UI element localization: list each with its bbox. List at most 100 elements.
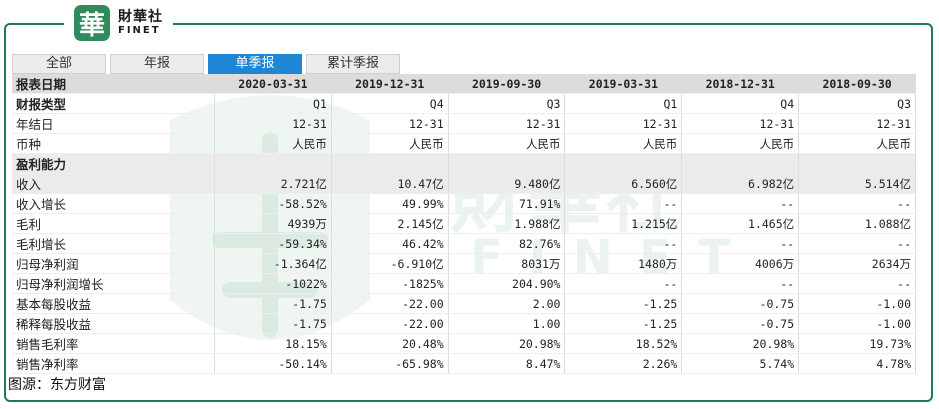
table-cell: -- [681,193,800,214]
table-cell: -- [681,233,800,254]
row-label: 盈利能力 [12,153,215,174]
table-cell: 5.514亿 [798,173,916,194]
tab-all[interactable]: 全部 [12,54,106,74]
table-cell: 18.15% [214,333,332,354]
table-cell: -1.364亿 [214,253,332,274]
table-row: 基本每股收益 -1.75 -22.00 2.00 -1.25 -0.75 -1.00 [12,293,916,314]
table-cell: 18.52% [564,333,683,354]
table-row: 年结日 12-31 12-31 12-31 12-31 12-31 12-31 [12,113,916,134]
table-cell: 20.98% [448,333,566,354]
table-cell: -22.00 [331,313,449,334]
table-cell: 6.560亿 [564,173,683,194]
table-cell: -- [564,193,683,214]
row-label: 币种 [12,133,215,154]
row-label: 归母净利润 [12,253,215,274]
table-row: 毛利增长 -59.34% 46.42% 82.76% -- -- -- [12,233,916,254]
row-label: 稀释每股收益 [12,313,215,334]
row-label: 基本每股收益 [12,293,215,314]
table-cell: -1.75 [214,313,332,334]
table-cell: Q3 [448,93,566,114]
logo-name-cn: 財華社 [118,9,163,25]
table-cell: 204.90% [448,273,566,294]
table-cell: 20.98% [681,333,800,354]
table-cell [214,153,332,174]
table-cell: Q3 [798,93,916,114]
table-cell: -50.14% [214,353,332,374]
table-cell: Q1 [214,93,332,114]
header-label: 报表日期 [12,74,215,94]
table-cell: -1.25 [564,293,683,314]
table-row: 币种 人民币 人民币 人民币 人民币 人民币 人民币 [12,133,916,154]
table-cell: -- [798,193,916,214]
table-cell: -1.00 [798,313,916,334]
table-cell: 人民币 [798,133,916,154]
table-row: 财报类型 Q1 Q4 Q3 Q1 Q4 Q3 [12,93,916,114]
table-cell: 人民币 [681,133,800,154]
table-cell: 82.76% [448,233,566,254]
row-label: 销售毛利率 [12,333,215,354]
chart-frame [4,23,933,402]
table-cell [331,153,449,174]
logo-name-en: FINET [118,25,161,36]
tab-cumulative-quarter[interactable]: 累计季报 [306,54,400,74]
source-note: 图源：东方财富 [8,377,106,393]
table-cell: -0.75 [681,293,800,314]
row-label: 收入增长 [12,193,215,214]
table-cell: 12-31 [798,113,916,134]
table-cell: 4939万 [214,213,332,234]
table-cell: 9.480亿 [448,173,566,194]
table-cell: 5.74% [681,353,800,374]
table-cell: -- [681,273,800,294]
table-cell: 8031万 [448,253,566,274]
table-cell: -1.25 [564,313,683,334]
table-cell [448,153,566,174]
table-cell: -1.00 [798,293,916,314]
table-cell: 10.47亿 [331,173,449,194]
table-cell: 4.78% [798,353,916,374]
table-cell: 人民币 [448,133,566,154]
table-cell: -- [798,273,916,294]
table-cell: 12-31 [564,113,683,134]
period-header: 2019-03-31 [564,74,683,94]
table-cell: Q4 [331,93,449,114]
table-cell: 71.91% [448,193,566,214]
financial-table: 报表日期 2020-03-31 2019-12-31 2019-09-30 20… [12,74,916,374]
table-cell: -59.34% [214,233,332,254]
table-cell: 46.42% [331,233,449,254]
table-row: 归母净利润 -1.364亿 -6.910亿 8031万 1480万 4006万 2634万 [12,253,916,274]
row-label: 毛利增长 [12,233,215,254]
tab-single-quarter[interactable]: 单季报 [208,54,302,74]
table-cell: 1.215亿 [564,213,683,234]
table-row: 销售净利率 -50.14% -65.98% 8.47% 2.26% 5.74% 4.78% [12,353,916,374]
table-row: 毛利 4939万 2.145亿 1.988亿 1.215亿 1.465亿 1.088亿 [12,213,916,234]
tab-annual[interactable]: 年报 [110,54,204,74]
table-cell: 8.47% [448,353,566,374]
table-cell: 2.26% [564,353,683,374]
table-cell: Q1 [564,93,683,114]
table-cell: -- [798,233,916,254]
table-row: 收入增长 -58.52% 49.99% 71.91% -- -- -- [12,193,916,214]
table-cell: 人民币 [331,133,449,154]
table-cell: 4006万 [681,253,800,274]
table-cell [564,153,683,174]
table-cell: -1022% [214,273,332,294]
period-header: 2019-09-30 [448,74,566,94]
table-cell: 2634万 [798,253,916,274]
row-label: 财报类型 [12,93,215,114]
table-cell: 12-31 [214,113,332,134]
logo-wordmark: 財華社 FINET [118,10,163,36]
table-cell [681,153,800,174]
table-cell: 20.48% [331,333,449,354]
table-row: 收入 2.721亿 10.47亿 9.480亿 6.560亿 6.982亿 5.514亿 [12,173,916,194]
table-cell: 12-31 [448,113,566,134]
table-header-row: 报表日期 2020-03-31 2019-12-31 2019-09-30 20… [12,74,916,94]
table-cell: 1.988亿 [448,213,566,234]
table-row: 盈利能力 [12,153,916,174]
table-cell: 人民币 [214,133,332,154]
row-label: 毛利 [12,213,215,234]
report-tabs: 全部 年报 单季报 累计季报 [12,54,404,74]
table-cell: -65.98% [331,353,449,374]
table-cell: 2.721亿 [214,173,332,194]
table-cell: 1.088亿 [798,213,916,234]
row-label: 收入 [12,173,215,194]
